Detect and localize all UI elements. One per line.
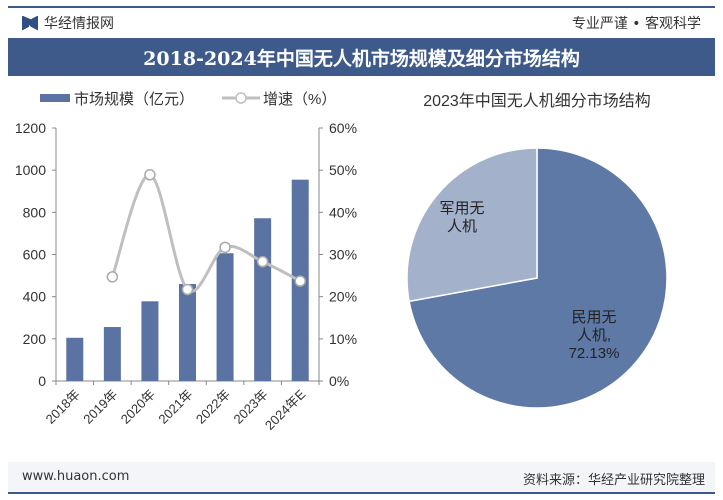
y-tick-label: 1200 bbox=[15, 120, 46, 136]
pie-label-military: 人机 bbox=[447, 218, 477, 235]
pie-slice-civil bbox=[408, 147, 668, 409]
logo-icon bbox=[22, 15, 38, 31]
x-tick-label: 2022年 bbox=[193, 387, 233, 427]
growth-point bbox=[294, 275, 306, 287]
growth-point bbox=[144, 169, 156, 181]
y2-tick-label: 0% bbox=[329, 373, 349, 389]
bar-2020年 bbox=[141, 301, 159, 381]
legend: 市场规模（亿元） 增速（%） bbox=[40, 91, 336, 108]
brand: 华经情报网 bbox=[22, 13, 114, 33]
y-tick-label: 800 bbox=[23, 204, 47, 220]
pie-label-civil: 72.13% bbox=[569, 345, 620, 362]
legend-bar-swatch bbox=[40, 94, 70, 102]
motto: 专业严谨 • 客观科学 bbox=[571, 16, 701, 32]
y-tick-label: 1000 bbox=[15, 162, 46, 178]
bar-2022年 bbox=[216, 253, 234, 381]
growth-point bbox=[219, 241, 231, 254]
y-tick-label: 0 bbox=[38, 373, 46, 389]
bar-2023年 bbox=[254, 218, 272, 381]
pie-title: 2023年中国无人机细分市场结构 bbox=[423, 92, 651, 110]
legend-line-label: 增速（%） bbox=[263, 91, 336, 108]
pie-slice-military bbox=[406, 147, 538, 303]
top-rule bbox=[8, 6, 715, 8]
y2-tick-label: 50% bbox=[329, 162, 357, 178]
x-tick-label: 2019年 bbox=[80, 387, 120, 427]
y2-tick-label: 20% bbox=[329, 289, 357, 305]
y2-tick-label: 60% bbox=[329, 120, 357, 136]
x-tick-label: 2018年 bbox=[43, 387, 83, 427]
legend-line-marker bbox=[235, 92, 247, 104]
y2-tick-label: 30% bbox=[329, 247, 357, 263]
growth-point bbox=[106, 271, 119, 283]
pie-label-civil: 民用无 bbox=[571, 309, 616, 326]
bar-2018年 bbox=[66, 337, 84, 381]
pie-label-military: 军用无 bbox=[439, 200, 484, 217]
bar-2019年 bbox=[103, 327, 121, 381]
site-url[interactable]: www.huaon.com bbox=[22, 469, 130, 484]
x-tick-label: 2024年E bbox=[262, 386, 309, 433]
y2-tick-label: 10% bbox=[329, 331, 357, 347]
y2-tick-label: 40% bbox=[329, 204, 357, 220]
growth-point bbox=[181, 283, 194, 296]
y-tick-label: 200 bbox=[23, 331, 47, 347]
x-tick-label: 2020年 bbox=[118, 387, 158, 427]
source-note: 资料来源：华经产业研究院整理 bbox=[522, 473, 705, 488]
bar-2021年 bbox=[179, 284, 196, 381]
page-title: 2018-2024年中国无人机市场规模及细分市场结构 bbox=[8, 38, 715, 76]
x-tick-label: 2021年 bbox=[155, 387, 195, 427]
legend-bar-label: 市场规模（亿元） bbox=[74, 91, 194, 108]
bottom-rule bbox=[8, 492, 715, 494]
y-tick-label: 600 bbox=[23, 247, 47, 263]
growth-line bbox=[110, 173, 301, 293]
y-tick-label: 400 bbox=[23, 289, 47, 305]
brand-name: 华经情报网 bbox=[44, 16, 114, 32]
growth-point bbox=[256, 255, 269, 268]
footer: www.huaon.com 资料来源：华经产业研究院整理 bbox=[8, 462, 715, 492]
pie-label-civil: 人机, bbox=[577, 327, 611, 344]
